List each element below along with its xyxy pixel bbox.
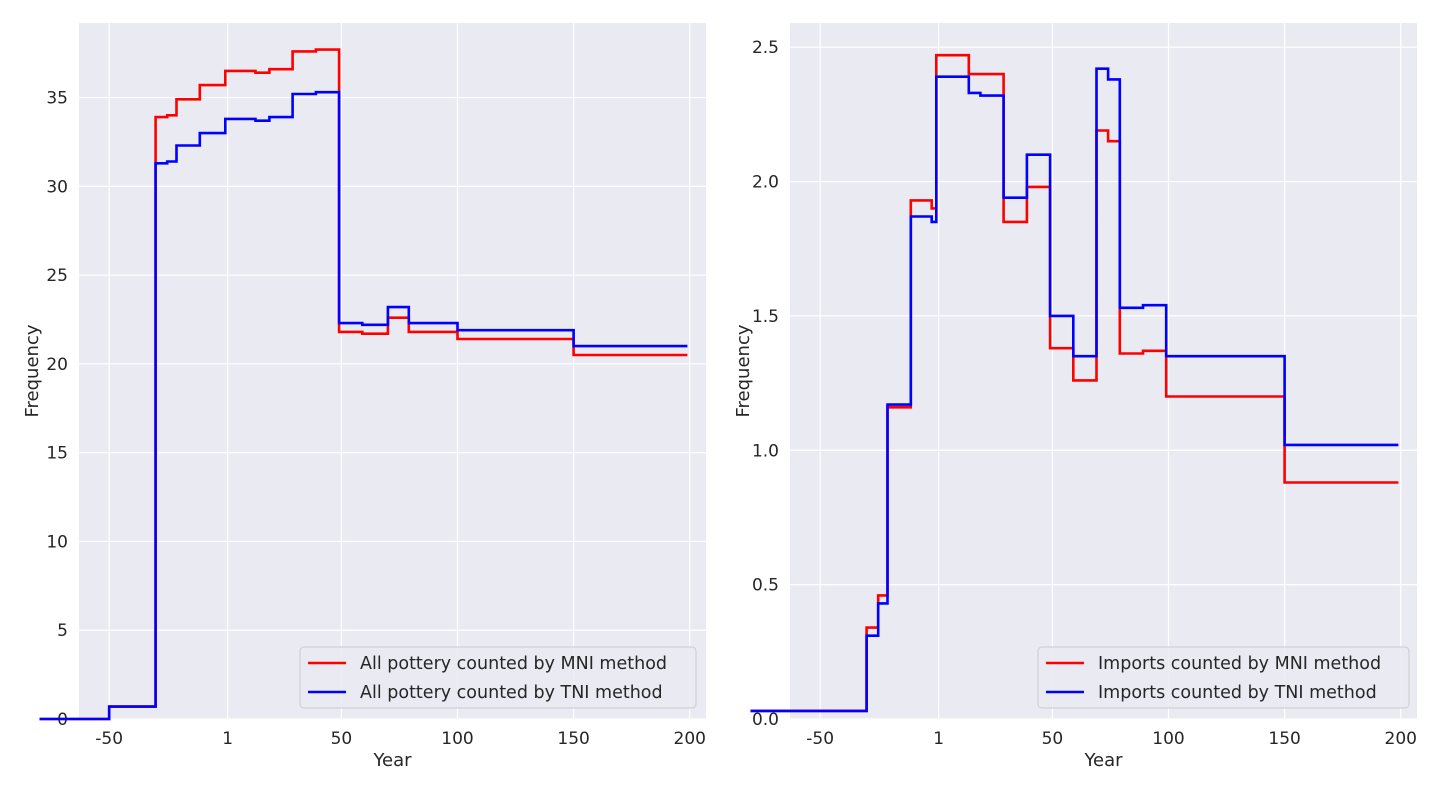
x-tick-label: 200 [1385,729,1417,749]
x-tick-label: 200 [674,729,706,749]
y-tick-label: 30 [46,177,68,197]
x-tick-label: 150 [557,729,589,749]
x-axis-label: Year [372,750,412,771]
legend: Imports counted by MNI method Imports cou… [1037,646,1410,709]
x-tick-label: -50 [95,729,123,749]
legend-box [299,646,697,709]
y-tick-label: 1.5 [752,307,779,327]
chart-2: -50 1 50 100 150 2000.00.51.01.52.02.5YearFre… [733,23,1417,771]
legend-box [1037,646,1410,709]
series-line-tni [39,90,688,721]
legend-label: Imports counted by MNI method [1098,654,1381,674]
y-tick-label: 0.5 [752,576,779,596]
y-tick-label: 10 [46,532,68,552]
y-tick-label: 2.5 [752,38,779,58]
x-tick-label: 1 [222,729,233,749]
y-tick-label: 2.0 [752,173,779,193]
series-line-mni [39,48,688,721]
legend: All pottery counted by MNI method All pot… [299,646,697,709]
plot-area [790,23,1417,719]
y-tick-label: 1.0 [752,441,779,461]
x-tick-label: 1 [933,729,944,749]
legend-label: Imports counted by TNI method [1098,683,1377,703]
y-tick-label: 25 [46,266,68,286]
legend-label: All pottery counted by MNI method [360,654,667,674]
x-axis-label: Year [1083,750,1123,771]
y-tick-label: 5 [57,621,68,641]
x-tick-label: 100 [441,729,473,749]
chart-1: -50 1 50 100 150 20005101520253035YearFrequen… [22,23,706,771]
plot-area [79,23,706,719]
x-tick-label: 50 [1042,729,1064,749]
y-tick-label: 35 [46,89,68,109]
x-tick-label: 50 [331,729,353,749]
y-axis-label: Frequency [22,324,43,417]
y-axis-label: Frequency [733,324,754,417]
y-tick-label: 15 [46,444,68,464]
series-line-tni [750,67,1399,713]
legend-label: All pottery counted by TNI method [360,683,663,703]
x-tick-label: 150 [1268,729,1300,749]
x-tick-label: 100 [1152,729,1184,749]
y-tick-label: 0.0 [752,710,779,730]
y-tick-label: 20 [46,355,68,375]
x-tick-label: -50 [806,729,834,749]
